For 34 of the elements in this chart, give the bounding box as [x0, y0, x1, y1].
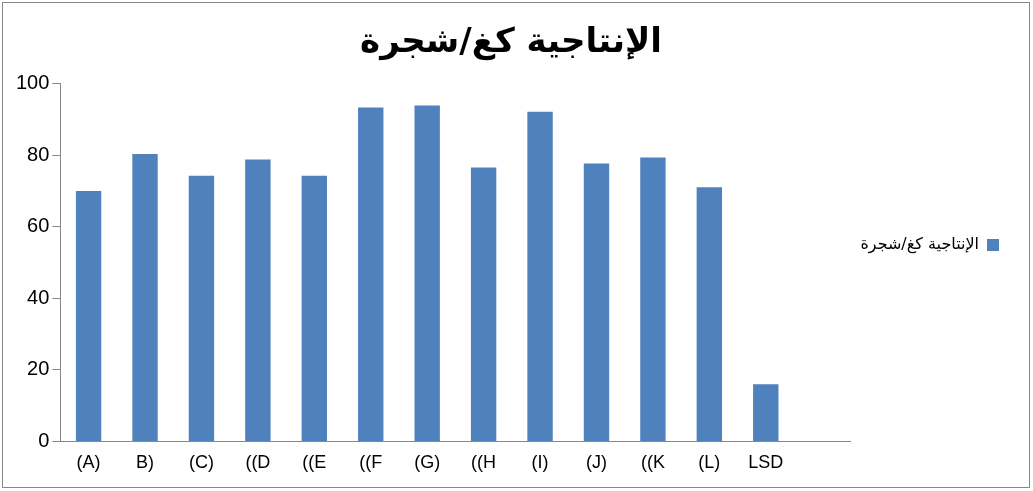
bar: [75, 191, 102, 441]
bar: [414, 105, 440, 441]
x-tick-label: (A): [76, 452, 101, 473]
bar: [245, 159, 271, 441]
x-tick-label: LSD: [748, 452, 784, 473]
x-tick-label: ((K: [640, 452, 665, 473]
x-tick-label: ((F: [359, 452, 383, 473]
bar: [753, 384, 779, 441]
x-tick-label: (L): [698, 452, 721, 473]
x-tick-label: (C): [188, 452, 214, 473]
y-tick-label: 60: [27, 214, 50, 237]
bar: [527, 111, 553, 441]
y-tick-label: 20: [27, 357, 50, 380]
bar: [132, 153, 158, 441]
legend-label: الإنتاجية كغ/شجرة: [860, 234, 979, 255]
x-tick-label: ((E: [302, 452, 327, 473]
x-tick-label: (I): [531, 452, 549, 473]
x-tick-label: (J): [585, 452, 607, 473]
bar: [188, 175, 215, 441]
y-tick-label: 80: [27, 142, 50, 165]
y-tick-label: 0: [38, 428, 50, 451]
chart-title: الإنتاجية كغ/شجرة: [360, 20, 662, 62]
x-tick-label: (G): [414, 452, 441, 473]
bar: [640, 157, 666, 441]
y-tick-label: 40: [27, 285, 50, 308]
x-tick-label: ((H: [471, 452, 497, 473]
x-tick-label: B): [136, 452, 155, 473]
bar: [301, 175, 328, 441]
bar: [470, 167, 497, 441]
y-tick-label: 100: [15, 71, 50, 94]
bar: [583, 163, 610, 441]
bar: [696, 187, 723, 441]
x-tick-label: ((D: [245, 452, 271, 473]
bar: [358, 107, 384, 441]
